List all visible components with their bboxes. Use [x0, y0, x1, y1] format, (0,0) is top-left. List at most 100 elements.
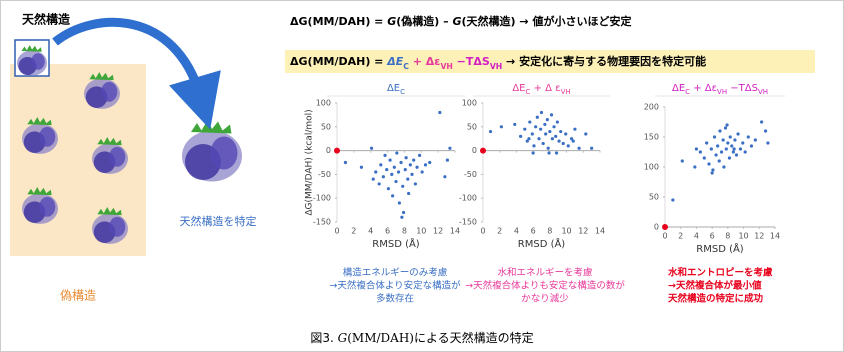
- point: [402, 211, 405, 214]
- point: [379, 163, 382, 166]
- point: [559, 130, 562, 133]
- point: [726, 141, 729, 144]
- note: →天然複合体が最小値: [668, 280, 762, 292]
- point: [736, 132, 739, 135]
- point: [421, 170, 424, 173]
- point: [400, 216, 403, 219]
- point: [399, 161, 402, 164]
- text-part: ΔG(MM/DAH) =: [290, 15, 387, 28]
- point: [372, 178, 375, 181]
- point: [552, 125, 555, 128]
- y-tick-label: -150: [313, 218, 331, 227]
- point: [546, 118, 549, 121]
- point: [414, 182, 417, 185]
- point: [543, 123, 546, 126]
- point: [534, 125, 537, 128]
- point: [729, 135, 732, 138]
- point: [693, 165, 696, 168]
- x-tick-label: 6: [531, 227, 536, 236]
- point: [713, 135, 716, 138]
- point: [532, 151, 535, 154]
- y-tick-label: 50: [649, 193, 659, 202]
- point: [412, 159, 415, 162]
- point: [537, 137, 540, 140]
- text-part: (偽構造) –: [396, 14, 452, 28]
- point: [728, 156, 731, 159]
- point: [394, 180, 397, 183]
- text-part: 図3.: [310, 331, 337, 345]
- point: [382, 175, 385, 178]
- text-part: → 安定化に寄与する物理要因を特定可能: [502, 54, 706, 68]
- point: [764, 129, 767, 132]
- point: [671, 198, 674, 201]
- point: [387, 187, 390, 190]
- point: [711, 168, 714, 171]
- text-part: + Δε: [409, 55, 441, 68]
- point: [548, 130, 551, 133]
- x-tick-label: 14: [770, 232, 780, 241]
- point: [555, 151, 558, 154]
- point: [406, 178, 409, 181]
- point: [707, 162, 710, 165]
- point: [590, 147, 593, 150]
- point: [578, 147, 581, 150]
- point: [410, 173, 413, 176]
- point: [733, 147, 736, 150]
- point: [531, 132, 534, 135]
- point: [551, 137, 554, 140]
- x-tick-label: 0: [480, 227, 485, 236]
- point: [741, 141, 744, 144]
- x-tick-label: 6: [710, 232, 715, 241]
- point: [750, 144, 753, 147]
- point: [401, 185, 404, 188]
- note: 天然構造の特定に成功: [668, 293, 764, 305]
- x-tick-label: 10: [416, 227, 426, 236]
- point: [703, 156, 706, 159]
- x-tick-label: 12: [578, 227, 588, 236]
- point: [528, 120, 531, 123]
- point: [409, 163, 412, 166]
- x-tick-label: 6: [385, 227, 390, 236]
- note: 多数存在: [376, 293, 414, 305]
- x-tick-label: 4: [514, 227, 519, 236]
- text-part: ΔE: [386, 55, 404, 68]
- y-tick-label: 100: [644, 163, 659, 172]
- point: [760, 120, 763, 123]
- point: [724, 126, 727, 129]
- point: [480, 148, 486, 154]
- point: [725, 123, 728, 126]
- x-tick-label: 12: [433, 227, 443, 236]
- note: 水和エントロピーを考慮: [668, 267, 773, 279]
- chart-title: ΔEC: [387, 83, 405, 96]
- point: [710, 147, 713, 150]
- point: [523, 128, 526, 131]
- y-axis-label: ΔG(MM/DAH) (kcal/mol): [305, 109, 315, 215]
- point: [747, 135, 750, 138]
- point: [754, 138, 757, 141]
- native-label: 天然構造: [22, 12, 71, 27]
- point: [695, 147, 698, 150]
- decoy-label: 偽構造: [60, 289, 96, 303]
- x-tick-label: 4: [694, 232, 699, 241]
- point: [344, 161, 347, 164]
- text-part: + Δε: [690, 83, 717, 94]
- point: [378, 182, 381, 185]
- x-axis-label: RMSD (Å): [372, 237, 420, 250]
- point: [428, 161, 431, 164]
- x-tick-label: 10: [738, 232, 748, 241]
- y-tick-label: -50: [318, 170, 331, 179]
- point: [744, 150, 747, 153]
- x-tick-label: 2: [351, 227, 356, 236]
- point: [556, 120, 559, 123]
- point: [766, 141, 769, 144]
- caption: 図3. G(MM/DAH)による天然構造の特定: [310, 330, 533, 345]
- point: [735, 153, 738, 156]
- point: [418, 154, 421, 157]
- point: [500, 125, 503, 128]
- point: [699, 150, 702, 153]
- text-part: −TΔS: [727, 83, 758, 94]
- x-tick-label: 4: [368, 227, 373, 236]
- x-tick-label: 14: [595, 227, 605, 236]
- point: [383, 154, 386, 157]
- headline: ΔG(MM/DAH) = G(偽構造) – G(天然構造) → 値が小さいほど安…: [290, 14, 631, 28]
